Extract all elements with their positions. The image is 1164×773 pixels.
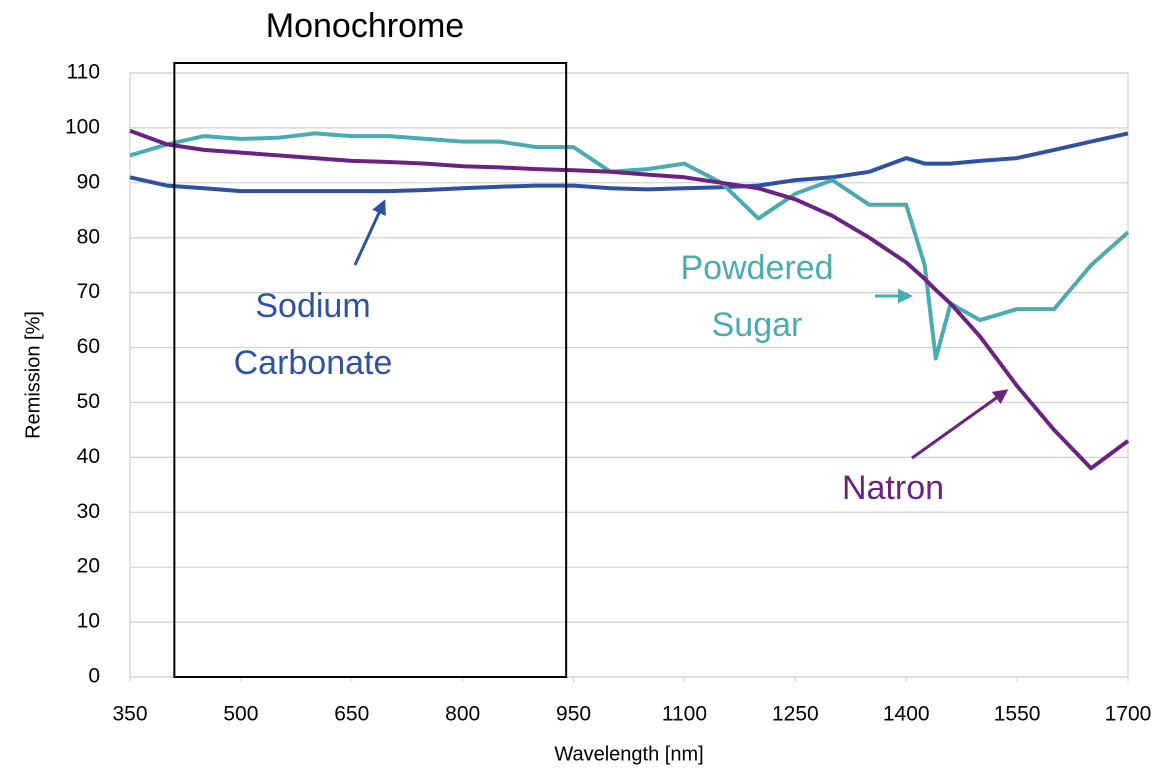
annotation-arrow xyxy=(911,389,1009,460)
x-tick-label: 500 xyxy=(223,703,258,726)
y-tick-label: 0 xyxy=(88,665,100,688)
y-tick-label: 70 xyxy=(77,280,100,303)
series-line xyxy=(129,131,1129,194)
annotation-text: Natron xyxy=(842,469,944,507)
x-tick-label: 1100 xyxy=(662,703,707,726)
annotation-text: Carbonate xyxy=(234,344,393,382)
series-line xyxy=(129,128,1130,471)
highlight-label: Monochrome xyxy=(266,7,464,45)
y-axis-label: Remission [%] xyxy=(22,311,44,439)
annotation-arrow xyxy=(353,199,386,266)
y-tick-label: 110 xyxy=(67,61,100,84)
x-tick-label: 350 xyxy=(112,703,147,726)
y-tick-label: 20 xyxy=(77,555,100,578)
y-tick-label: 40 xyxy=(77,445,100,468)
x-tick-label: 1400 xyxy=(883,703,930,726)
x-tick-label: 950 xyxy=(556,703,591,726)
x-tick-label: 1250 xyxy=(772,703,819,726)
highlight-box xyxy=(173,62,568,678)
y-tick-label: 60 xyxy=(77,335,100,358)
y-tick-label: 90 xyxy=(77,170,100,193)
annotation-text: Sugar xyxy=(712,306,803,344)
y-tick-label: 80 xyxy=(77,225,100,248)
plot-border xyxy=(129,72,1129,678)
y-tick-label: 100 xyxy=(65,115,100,138)
annotation-text: Sodium xyxy=(255,287,370,325)
y-tick-label: 30 xyxy=(77,500,100,523)
x-tick-label: 800 xyxy=(445,703,480,726)
y-tick-label: 50 xyxy=(77,390,100,413)
x-tick-label: 650 xyxy=(334,703,369,726)
x-tick-label: 1550 xyxy=(994,703,1041,726)
x-tick-label: 1700 xyxy=(1105,703,1152,726)
x-axis-label: Wavelength [nm] xyxy=(554,743,703,765)
annotation-text: Powdered xyxy=(680,249,833,287)
y-tick-label: 10 xyxy=(77,610,100,633)
